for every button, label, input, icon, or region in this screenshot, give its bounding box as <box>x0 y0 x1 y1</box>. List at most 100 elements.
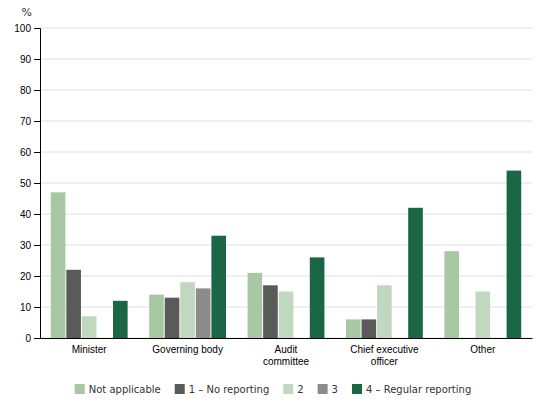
grid-line <box>40 28 532 29</box>
bar <box>97 338 112 339</box>
tick-mark <box>34 307 40 308</box>
tick: 100 <box>14 23 40 34</box>
legend-label: 2 <box>297 384 303 395</box>
tick-mark <box>34 214 40 215</box>
tick-label: Governing body <box>152 344 223 355</box>
tick-mark <box>34 338 40 339</box>
bar-series <box>51 192 459 338</box>
tick-mark <box>34 28 40 29</box>
legend-label: 4 – Regular reporting <box>366 384 471 395</box>
axis-line <box>41 338 533 339</box>
tick-label: 50 <box>20 178 32 189</box>
grid-line <box>40 245 532 246</box>
bar <box>362 319 377 338</box>
tick-mark <box>34 276 40 277</box>
bar <box>507 171 522 338</box>
tick-label: 100 <box>14 23 31 34</box>
bar <box>294 338 309 339</box>
legend-swatch <box>175 384 185 394</box>
legend-item: 3 <box>318 384 338 395</box>
grid-line <box>40 121 532 122</box>
tick-label: Other <box>470 344 496 355</box>
grid-line <box>40 59 532 60</box>
legend-swatch <box>75 384 85 394</box>
legend-item: 1 – No reporting <box>175 384 270 395</box>
tick: 30 <box>20 240 40 251</box>
bar <box>491 338 506 339</box>
plot: 0 10 20 30 40 50 60 70 80 90 100 Minister Governing … <box>14 23 532 367</box>
tick: 50 <box>20 178 40 189</box>
bars <box>51 171 521 338</box>
bar <box>346 319 361 338</box>
tick-label: Auditcommittee <box>263 344 310 367</box>
tick: 60 <box>20 147 40 158</box>
tick-label: 40 <box>20 209 32 220</box>
legend: Not applicable 1 – No reporting 2 3 4 – Regu… <box>75 384 472 395</box>
grid-line <box>40 183 532 184</box>
tick: 40 <box>20 209 40 220</box>
tick-label-line: Other <box>470 344 496 355</box>
tick-mark <box>34 183 40 184</box>
tick-label-line: Chief executive <box>350 344 419 355</box>
tick-label: 60 <box>20 147 32 158</box>
bar <box>444 251 459 338</box>
bar-series <box>196 288 211 338</box>
tick: Auditcommittee <box>263 344 310 367</box>
tick-label: 10 <box>20 302 32 313</box>
y-axis-label: % <box>22 6 32 19</box>
legend-swatch <box>283 384 293 394</box>
legend-item: Not applicable <box>75 384 161 395</box>
bar <box>475 292 490 339</box>
legend-label: 3 <box>332 384 338 395</box>
tick: 80 <box>20 85 40 96</box>
axis-line <box>34 29 41 339</box>
tick: Chief executiveofficer <box>350 344 419 367</box>
legend-label: Not applicable <box>89 384 161 395</box>
legend-item: 4 – Regular reporting <box>352 384 471 395</box>
bar <box>377 285 392 338</box>
tick: 10 <box>20 302 40 313</box>
bar-series <box>82 282 490 338</box>
tick-label: 90 <box>20 54 32 65</box>
bar <box>66 270 81 338</box>
legend-swatch <box>318 384 328 394</box>
tick-label: Minister <box>72 344 108 355</box>
tick: 0 <box>25 333 40 344</box>
bar <box>248 273 263 338</box>
bar <box>165 298 180 338</box>
tick: Governing body <box>152 344 223 355</box>
legend-swatch <box>352 384 362 394</box>
chart: Not applicable 1 – No reporting 2 3 4 – Regu… <box>0 0 546 404</box>
tick-label: 80 <box>20 85 32 96</box>
grid-line <box>40 152 532 153</box>
bar <box>460 338 475 339</box>
bar <box>149 295 164 338</box>
y-axis: 0 10 20 30 40 50 60 70 80 90 100 <box>14 23 40 344</box>
tick-mark <box>34 59 40 60</box>
tick-label: 20 <box>20 271 32 282</box>
tick: 70 <box>20 116 40 127</box>
bar <box>196 288 211 338</box>
x-axis: Minister Governing body Auditcommittee Chie… <box>41 339 533 367</box>
tick-label-line: Audit <box>275 344 298 355</box>
tick-label: 30 <box>20 240 32 251</box>
bar <box>51 192 66 338</box>
tick-label: Chief executiveofficer <box>350 344 419 367</box>
tick-mark <box>34 121 40 122</box>
bar-series <box>113 171 521 338</box>
bar <box>263 285 278 338</box>
tick-mark <box>34 245 40 246</box>
tick: Minister <box>72 344 108 355</box>
tick-mark <box>34 90 40 91</box>
legend-label: 1 – No reporting <box>189 384 270 395</box>
tick-label: 0 <box>25 333 31 344</box>
tick-label-line: committee <box>263 356 310 367</box>
bar <box>82 316 97 338</box>
tick-label: 70 <box>20 116 32 127</box>
tick-label-line: Governing body <box>152 344 223 355</box>
tick: Other <box>470 344 496 355</box>
grid-line <box>40 214 532 215</box>
bar <box>211 236 226 338</box>
tick: 90 <box>20 54 40 65</box>
bar <box>393 338 408 339</box>
